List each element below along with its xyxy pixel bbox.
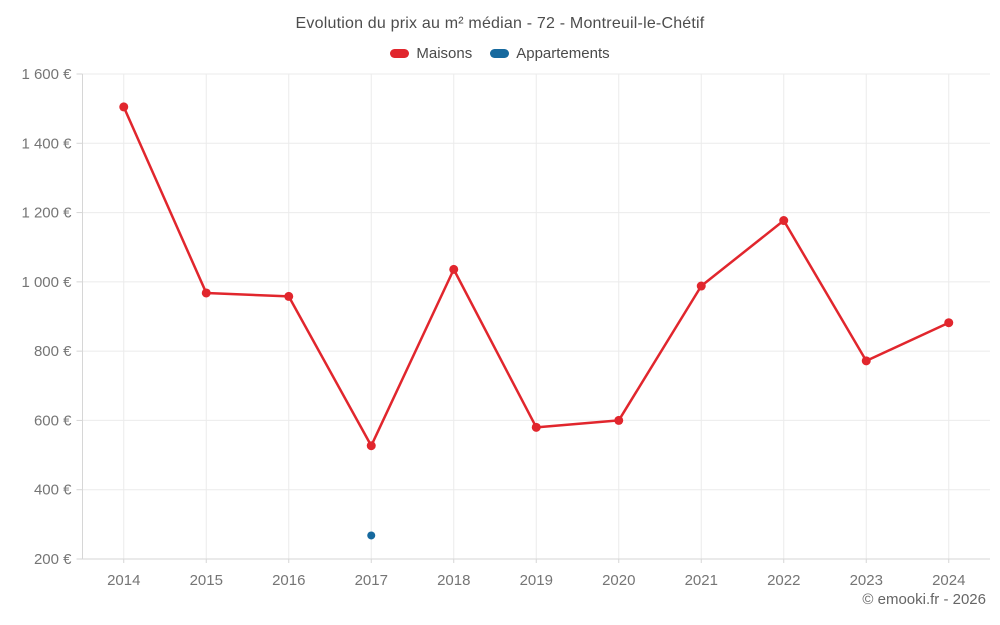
- y-axis-label: 600 €: [34, 412, 72, 429]
- x-axis-label: 2018: [437, 572, 470, 589]
- y-axis-label: 200 €: [34, 551, 72, 568]
- x-axis-label: 2017: [355, 572, 388, 589]
- copyright: © emooki.fr - 2026: [862, 591, 986, 608]
- x-axis-label: 2022: [767, 572, 800, 589]
- legend-label-maisons: Maisons: [416, 45, 473, 62]
- point-maisons-2016[interactable]: [284, 291, 294, 301]
- point-appartements-2017[interactable]: [367, 531, 376, 540]
- y-axis-label: 1 400 €: [21, 135, 72, 152]
- legend-item-appartements[interactable]: Appartements: [490, 45, 610, 62]
- point-maisons-2015[interactable]: [201, 288, 211, 298]
- point-maisons-2020[interactable]: [614, 415, 624, 425]
- x-axis-label: 2016: [272, 572, 305, 589]
- point-maisons-2019[interactable]: [531, 422, 541, 432]
- chart-title: Evolution du prix au m² médian - 72 - Mo…: [295, 15, 705, 32]
- point-maisons-2018[interactable]: [449, 264, 459, 274]
- legend-swatch-appartements: [490, 49, 510, 58]
- point-maisons-2017[interactable]: [366, 441, 376, 451]
- y-axis-label: 1 600 €: [21, 66, 72, 83]
- x-axis-label: 2023: [850, 572, 883, 589]
- x-axis-label: 2024: [932, 572, 965, 589]
- point-maisons-2021[interactable]: [696, 281, 706, 291]
- legend-swatch-maisons: [390, 49, 410, 58]
- point-maisons-2023[interactable]: [861, 356, 871, 366]
- point-maisons-2024[interactable]: [944, 318, 954, 328]
- legend-item-maisons[interactable]: Maisons: [390, 45, 472, 62]
- legend-label-appartements: Appartements: [516, 45, 610, 62]
- x-axis-label: 2014: [107, 572, 140, 589]
- point-maisons-2014[interactable]: [119, 102, 129, 112]
- chart-legend: Maisons Appartements: [0, 45, 1000, 62]
- x-axis-label: 2015: [190, 572, 223, 589]
- x-axis-label: 2019: [520, 572, 553, 589]
- x-axis-label: 2021: [685, 572, 718, 589]
- y-axis-label: 1 200 €: [21, 205, 72, 222]
- point-maisons-2022[interactable]: [779, 216, 789, 226]
- y-axis-label: 400 €: [34, 482, 72, 499]
- y-axis-label: 800 €: [34, 343, 72, 360]
- x-axis-label: 2020: [602, 572, 635, 589]
- y-axis-label: 1 000 €: [21, 274, 72, 291]
